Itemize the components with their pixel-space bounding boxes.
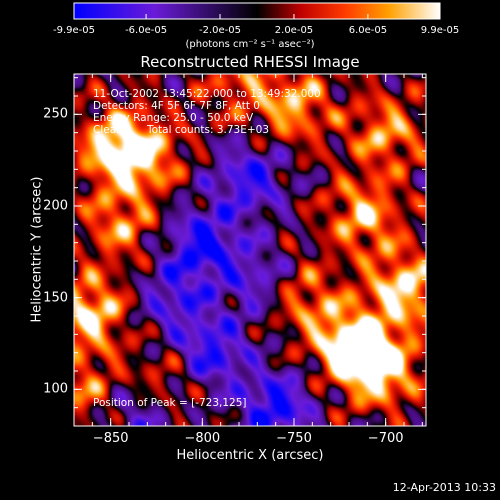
annotation-energy: Energy Range: 25.0 - 50.0 keV [93, 112, 254, 124]
colorbar [73, 2, 441, 20]
colorbar-tick-label: -2.0e-05 [199, 25, 242, 36]
annotation-time: 11-Oct-2002 13:45:22.000 to 13:49:32.000 [93, 88, 321, 100]
x-axis-label: Heliocentric X (arcsec) [176, 448, 324, 463]
annotation-peak: Position of Peak = [-723,125] [93, 397, 247, 409]
colorbar-unit-label: (photons cm⁻² s⁻¹ asec⁻²) [185, 39, 315, 50]
y-tick-label: 100 [43, 381, 68, 397]
colorbar-tick-label: 6.0e-05 [348, 25, 388, 36]
x-tick-label: −750 [276, 431, 312, 446]
x-tick-label: −850 [92, 431, 129, 446]
x-tick-label: −800 [184, 431, 221, 446]
annotation-clean: Clean [93, 124, 123, 136]
colorbar-tick-label: -9.9e-05 [53, 25, 95, 36]
y-tick-label: 200 [43, 198, 68, 214]
y-tick-label: 150 [43, 290, 68, 306]
y-axis-label: Heliocentric Y (arcsec) [29, 176, 45, 323]
chart-title: Reconstructed RHESSI Image [140, 53, 360, 71]
colorbar-tick-label: -6.0e-05 [125, 25, 168, 36]
colorbar-svg [73, 2, 441, 20]
y-tick-label: 250 [43, 106, 68, 122]
annotation-counts: Total counts: 3.73E+03 [147, 124, 270, 136]
timestamp: 12-Apr-2013 10:33 [392, 481, 496, 494]
annotation-detectors: Detectors: 4F 5F 6F 7F 8F, Att 0 [93, 100, 260, 112]
x-tick-label: −700 [367, 431, 404, 446]
colorbar-tick-label: 9.9e-05 [420, 25, 460, 36]
colorbar-tick-label: 2.0e-05 [274, 25, 314, 36]
